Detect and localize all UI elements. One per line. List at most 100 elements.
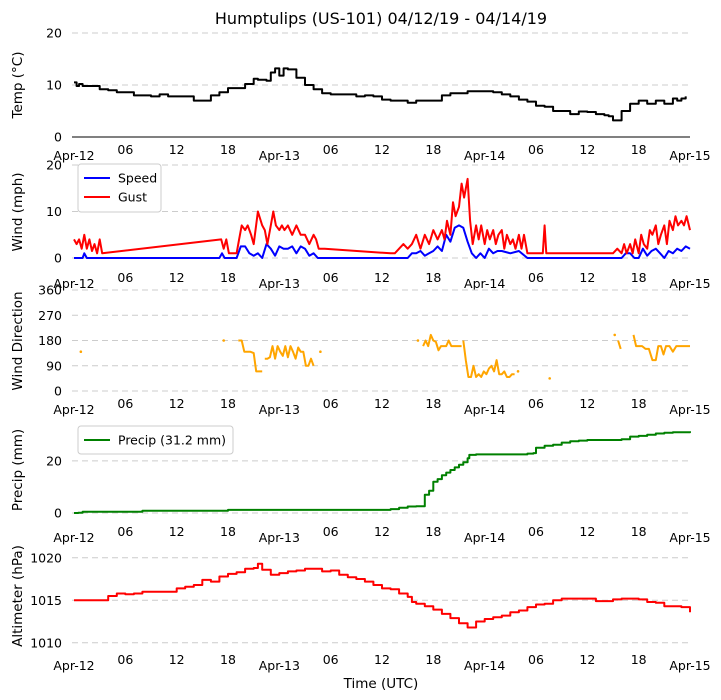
series-line-temp <box>74 67 687 122</box>
x-tick-label: Apr-15 <box>669 658 710 673</box>
x-tick-label: 06 <box>528 396 544 411</box>
data-point <box>548 377 551 380</box>
y-tick-label: 10 <box>46 204 62 219</box>
x-tick-label: 12 <box>169 142 185 157</box>
legend-box <box>77 163 162 213</box>
data-point <box>613 333 617 337</box>
x-tick-label: Apr-14 <box>464 148 505 163</box>
x-tick-label: Apr-13 <box>259 276 300 291</box>
x-tick-label: 06 <box>528 652 544 667</box>
y-axis-label: Precip (mm) <box>10 429 26 511</box>
x-tick-label: 18 <box>220 142 236 157</box>
x-tick-label: 18 <box>425 396 441 411</box>
y-tick-label: 20 <box>46 158 62 173</box>
panel-1: 0 10 20 Apr-12 06 12 18 Apr-13 06 12 18 Apr-14 06 12 1… <box>10 26 711 164</box>
legend: Precip (31.2 mm) <box>77 425 234 455</box>
x-tick-label: Apr-12 <box>53 530 94 545</box>
data-point <box>516 370 520 373</box>
x-tick-label: 18 <box>425 270 441 285</box>
y-tick-label: 270 <box>38 308 62 323</box>
x-tick-label: 12 <box>579 270 595 285</box>
x-axis-label: Time (UTC) <box>343 676 419 692</box>
series-line-direction <box>264 345 315 367</box>
x-tick-label: Apr-14 <box>464 658 505 673</box>
y-tick-label: 90 <box>46 358 62 373</box>
x-tick-label: Apr-13 <box>259 658 300 673</box>
y-tick-label: 0 <box>54 384 62 399</box>
y-axis-label: Altimeter (hPa) <box>10 545 26 647</box>
y-axis-label: Wind Direction <box>10 291 26 390</box>
x-tick-label: 18 <box>220 524 236 539</box>
x-tick-label: 06 <box>117 396 133 411</box>
panel-5: 1010 1015 1020 Apr-12 06 12 18 Apr-13 06 12 18 Apr-… <box>10 545 711 673</box>
x-tick-label: 06 <box>528 524 544 539</box>
series-line-altimeter <box>74 562 691 629</box>
x-tick-label: 12 <box>374 652 390 667</box>
y-axis-label: Wind (mph) <box>10 172 26 251</box>
x-tick-label: Apr-15 <box>669 530 710 545</box>
y-tick-label: 0 <box>54 506 62 521</box>
x-tick-label: 06 <box>117 524 133 539</box>
y-tick-label: 0 <box>54 251 62 266</box>
y-axis-label: Temp (°C) <box>10 52 26 120</box>
x-tick-label: 18 <box>220 652 236 667</box>
x-tick-label: 18 <box>220 396 236 411</box>
x-tick-label: 12 <box>579 524 595 539</box>
x-tick-label: 12 <box>169 270 185 285</box>
x-tick-label: 06 <box>117 652 133 667</box>
x-tick-label: Apr-13 <box>259 402 300 417</box>
legend-label: Speed <box>118 171 157 186</box>
y-tick-label: 10 <box>46 78 62 93</box>
series-line-gust <box>73 177 691 255</box>
y-tick-label: 1010 <box>30 635 62 650</box>
series-line-direction <box>617 340 622 350</box>
x-tick-label: Apr-13 <box>259 530 300 545</box>
legend-label: Precip (31.2 mm) <box>118 433 226 448</box>
x-tick-label: 12 <box>169 524 185 539</box>
y-tick-label: 20 <box>46 26 62 41</box>
series-line-direction <box>422 333 462 352</box>
x-tick-label: Apr-14 <box>464 276 505 291</box>
x-tick-label: 18 <box>631 652 647 667</box>
x-tick-label: 12 <box>579 396 595 411</box>
x-tick-label: 18 <box>631 142 647 157</box>
series-line-precip-31-2-mm <box>74 431 691 514</box>
series-line-direction <box>238 339 263 373</box>
x-tick-label: 06 <box>323 270 339 285</box>
x-tick-label: 06 <box>323 142 339 157</box>
x-tick-label: Apr-14 <box>464 530 505 545</box>
x-tick-label: 12 <box>169 396 185 411</box>
x-tick-label: Apr-12 <box>53 148 94 163</box>
x-tick-label: Apr-15 <box>669 402 710 417</box>
x-tick-label: 12 <box>169 652 185 667</box>
x-tick-label: 06 <box>528 142 544 157</box>
x-tick-label: 18 <box>425 142 441 157</box>
y-tick-label: 1020 <box>30 550 62 565</box>
y-tick-label: 0 <box>54 130 62 145</box>
panel-4: 0 20 Apr-12 06 12 18 Apr-13 06 12 18 Apr-14 06 12 18 A… <box>10 425 711 545</box>
x-tick-label: 12 <box>374 396 390 411</box>
data-point <box>319 350 322 354</box>
series-line-direction <box>462 340 515 378</box>
x-tick-label: Apr-14 <box>464 402 505 417</box>
panel-2: 0 10 20 Apr-12 06 12 18 Apr-13 06 12 18 Apr-14 06 12 1… <box>10 158 711 292</box>
series-line-direction <box>632 334 690 362</box>
x-tick-label: Apr-15 <box>669 276 710 291</box>
x-tick-label: 06 <box>323 524 339 539</box>
data-point <box>416 339 420 342</box>
x-tick-label: Apr-15 <box>669 148 710 163</box>
x-tick-label: 18 <box>631 396 647 411</box>
x-tick-label: 18 <box>425 652 441 667</box>
x-tick-label: 12 <box>579 652 595 667</box>
x-tick-label: 12 <box>374 270 390 285</box>
x-tick-label: Apr-13 <box>259 148 300 163</box>
y-tick-label: 360 <box>38 283 62 298</box>
legend-box <box>77 425 234 455</box>
legend-label: Gust <box>118 190 147 205</box>
x-tick-label: Apr-12 <box>53 658 94 673</box>
x-tick-label: 18 <box>220 270 236 285</box>
x-tick-label: 12 <box>374 142 390 157</box>
x-tick-label: 06 <box>323 396 339 411</box>
x-tick-label: 12 <box>374 524 390 539</box>
